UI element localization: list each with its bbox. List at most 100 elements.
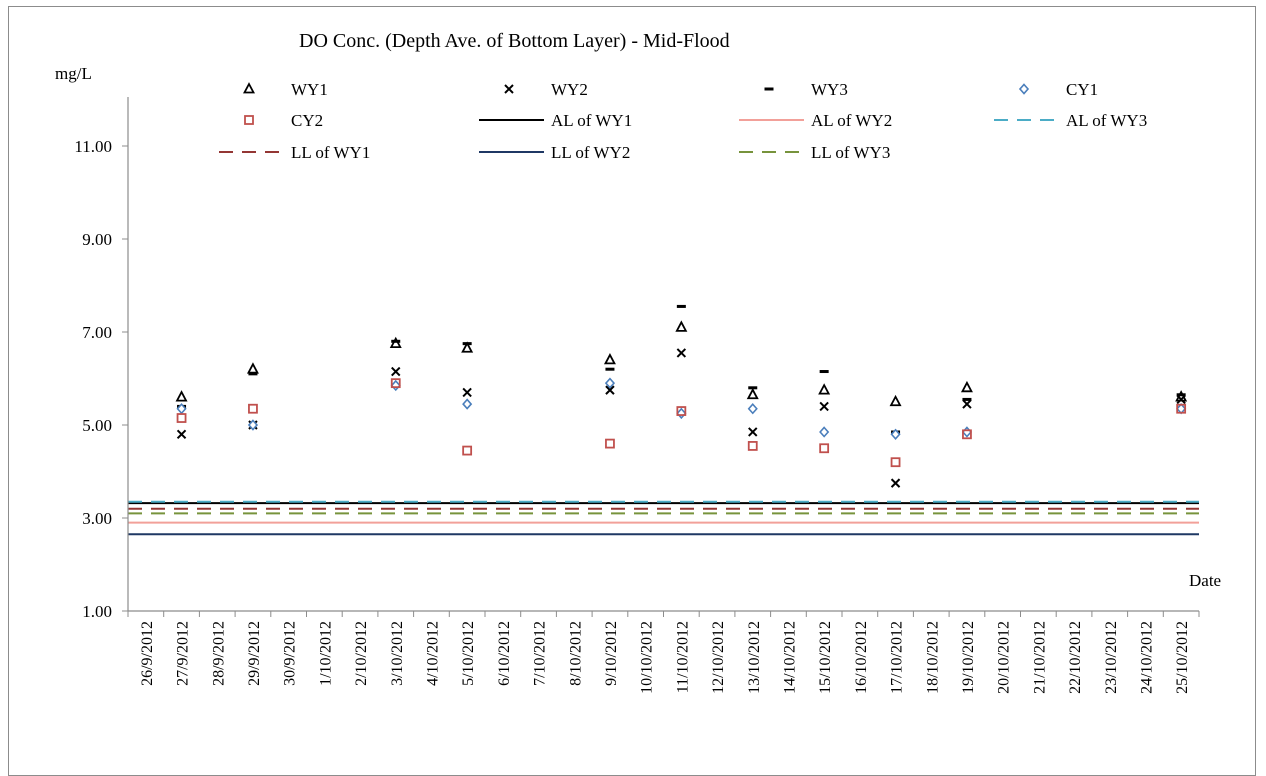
point-wy3 [391, 339, 401, 343]
point-cy1 [390, 379, 401, 392]
x-tick-label: 19/10/2012 [960, 621, 977, 694]
x-tick-label: 22/10/2012 [1067, 621, 1084, 694]
x-tick-label: 8/10/2012 [567, 621, 584, 686]
point-wy3 [1176, 393, 1186, 397]
legend-label: LL of WY1 [291, 143, 370, 162]
y-tick-label: 5.00 [82, 416, 112, 435]
point-wy3 [962, 397, 972, 401]
x-tick-label: 15/10/2012 [817, 621, 834, 694]
point-wy1 [818, 383, 831, 395]
point-wy1 [675, 320, 688, 332]
point-wy2 [391, 366, 401, 377]
point-cy2 [176, 413, 187, 423]
reference-lines [128, 500, 1199, 536]
legend-label: WY1 [291, 80, 328, 99]
point-wy2 [676, 348, 687, 358]
point-cy1 [961, 426, 973, 438]
x-tick-label: 29/9/2012 [246, 621, 263, 686]
legend-marker-wy3 [764, 87, 774, 91]
point-wy2 [462, 387, 472, 398]
point-cy1 [747, 403, 758, 415]
point-wy1 [960, 380, 973, 393]
x-tick-label: 14/10/2012 [781, 621, 798, 694]
point-cy2 [605, 438, 615, 449]
legend-label: LL of WY3 [811, 143, 890, 162]
point-cy1 [604, 377, 616, 389]
x-tick-label: 28/9/2012 [210, 621, 227, 686]
x-tick-label: 27/9/2012 [175, 621, 192, 686]
y-axis-ticks: 1.00 3.00 5.00 7.00 9.00 11.00 [74, 137, 128, 621]
y-tick-label: 9.00 [82, 230, 112, 249]
point-wy1 [246, 362, 259, 374]
legend-label: WY2 [551, 80, 588, 99]
legend-marker-cy2 [244, 115, 254, 125]
x-tick-label: 10/10/2012 [639, 621, 656, 694]
point-wy2 [1176, 394, 1186, 405]
point-cy1 [462, 398, 473, 410]
point-wy3 [462, 342, 472, 346]
point-wy3 [676, 304, 686, 308]
point-wy3 [748, 386, 758, 390]
point-cy1 [247, 419, 259, 431]
point-cy2 [747, 441, 758, 451]
point-wy2 [890, 478, 901, 488]
x-tick-label: 17/10/2012 [889, 621, 906, 694]
point-cy2 [248, 403, 258, 414]
x-tick-label: 25/10/2012 [1174, 621, 1191, 694]
x-axis-ticks: 26/9/2012 27/9/2012 28/9/2012 29/9/2012 30/9… [127, 611, 1200, 694]
x-tick-label: 30/9/2012 [282, 621, 299, 686]
point-cy2 [676, 406, 687, 416]
point-cy2 [390, 378, 401, 389]
x-tick-label: 6/10/2012 [496, 621, 513, 686]
legend-label: LL of WY2 [551, 143, 630, 162]
point-wy1 [389, 336, 402, 349]
x-tick-label: 3/10/2012 [389, 621, 406, 686]
legend-marker-wy2 [504, 84, 514, 94]
point-wy1 [889, 394, 902, 407]
point-wy2 [748, 427, 758, 437]
legend-label: AL of WY3 [1066, 111, 1147, 130]
point-wy3 [248, 372, 258, 376]
x-tick-label: 9/10/2012 [603, 621, 620, 686]
x-tick-label: 4/10/2012 [424, 621, 441, 686]
x-tick-label: 24/10/2012 [1138, 621, 1155, 694]
x-tick-label: 26/9/2012 [139, 621, 156, 686]
point-wy1 [603, 352, 616, 365]
chart-frame: DO Conc. (Depth Ave. of Bottom Layer) - … [8, 6, 1256, 776]
legend-label: WY3 [811, 80, 848, 99]
x-tick-label: 11/10/2012 [674, 621, 691, 693]
y-axis-label: mg/L [55, 64, 92, 83]
point-cy2 [462, 445, 473, 456]
point-wy1 [175, 390, 188, 402]
point-cy2 [890, 457, 901, 468]
y-tick-label: 11.00 [74, 137, 112, 156]
x-tick-label: 16/10/2012 [853, 621, 870, 694]
x-tick-label: 2/10/2012 [353, 621, 370, 686]
x-tick-label: 13/10/2012 [746, 621, 763, 694]
point-cy2 [962, 429, 972, 440]
point-cy1 [890, 428, 901, 441]
x-tick-label: 12/10/2012 [710, 621, 727, 694]
x-tick-label: 21/10/2012 [1031, 621, 1048, 694]
point-wy2 [605, 385, 615, 395]
point-wy3 [605, 367, 615, 371]
chart-title: DO Conc. (Depth Ave. of Bottom Layer) - … [299, 30, 730, 52]
x-tick-label: 18/10/2012 [924, 621, 941, 694]
y-tick-label: 7.00 [82, 323, 112, 342]
data-points [175, 304, 1188, 488]
point-wy2 [962, 399, 972, 409]
legend-label: AL of WY2 [811, 111, 892, 130]
point-wy2 [819, 401, 829, 412]
point-wy1 [461, 341, 474, 353]
x-tick-label: 1/10/2012 [317, 621, 334, 686]
legend-label: CY1 [1066, 80, 1098, 99]
point-cy1 [819, 426, 830, 438]
legend-marker-cy1 [1018, 83, 1030, 95]
x-axis-label: Date [1189, 571, 1221, 590]
legend-marker-wy1 [243, 82, 255, 94]
point-cy2 [819, 443, 830, 454]
x-tick-label: 7/10/2012 [532, 621, 549, 686]
x-tick-label: 5/10/2012 [460, 621, 477, 686]
legend-label: CY2 [291, 111, 323, 130]
legend: WY1 WY2 WY3 CY1 CY2 AL of WY1 AL of WY2 AL of W… [219, 80, 1147, 162]
